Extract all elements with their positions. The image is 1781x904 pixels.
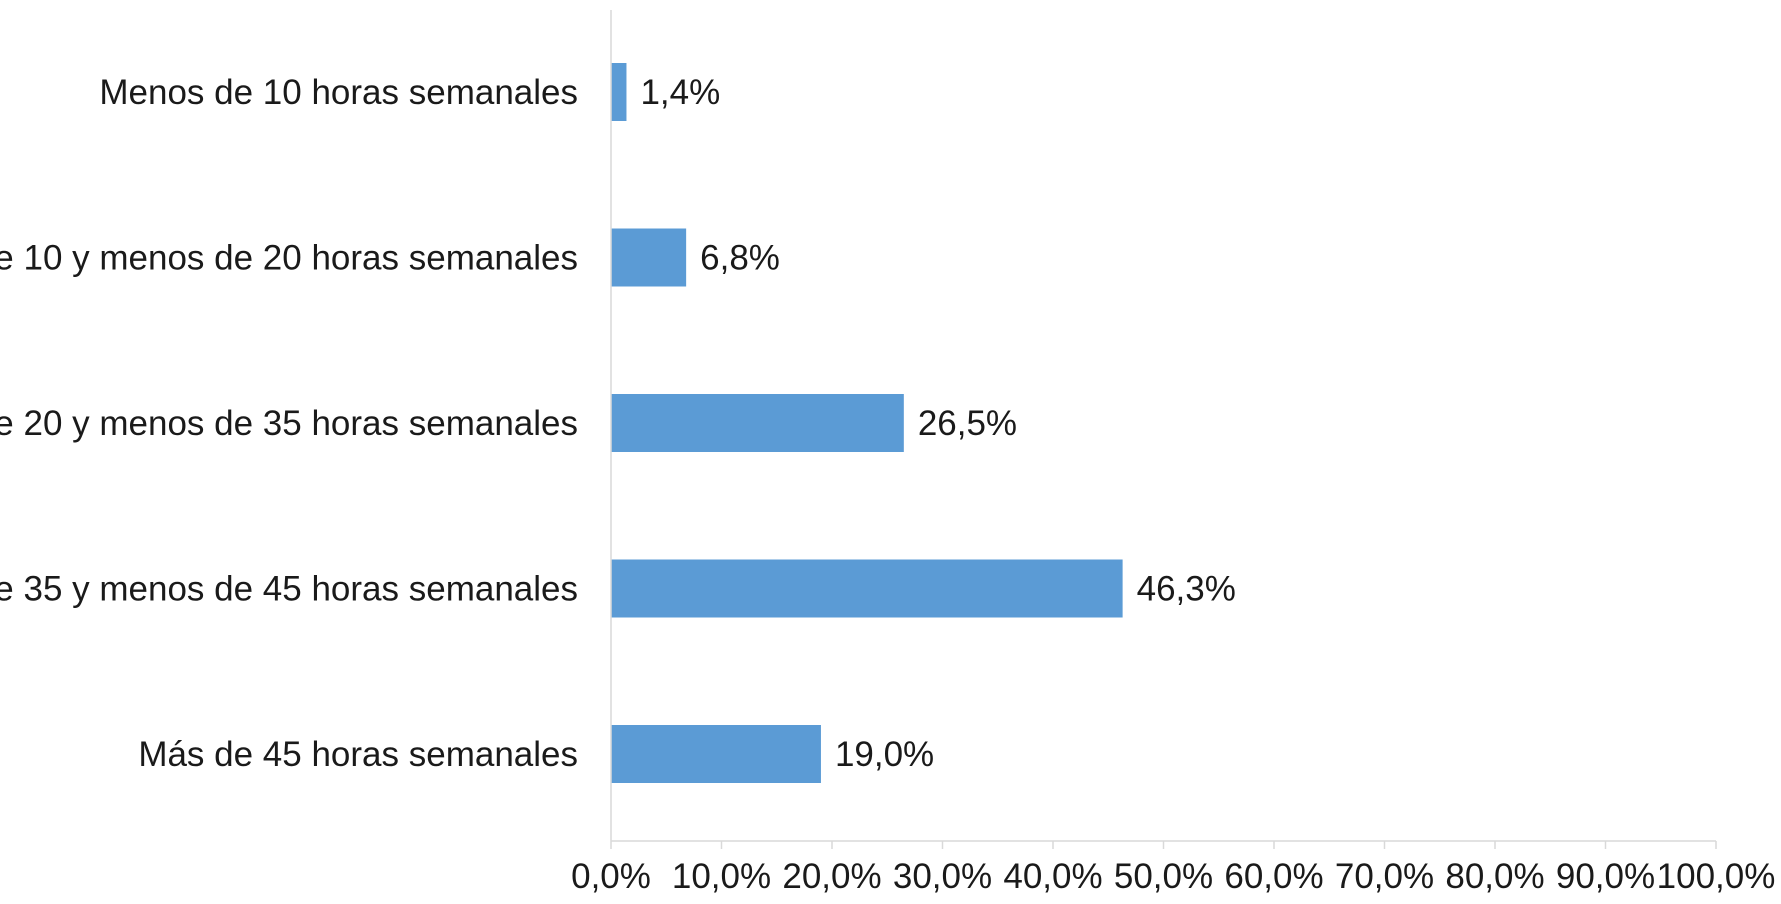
x-tick-label: 40,0% (1003, 857, 1102, 896)
x-tick-label: 20,0% (782, 857, 881, 896)
bar (611, 228, 687, 287)
x-tick-label: 60,0% (1224, 857, 1323, 896)
bar (611, 725, 821, 783)
category-label: Menos de 10 horas semanales (99, 73, 578, 112)
value-label: 26,5% (918, 404, 1017, 443)
value-label: 19,0% (835, 735, 934, 774)
x-tick-label: 90,0% (1556, 857, 1655, 896)
x-tick-label: 0,0% (571, 857, 651, 896)
category-label: Entre 35 y menos de 45 horas semanales (0, 570, 578, 609)
value-label: 6,8% (700, 239, 780, 278)
x-tick-label: 30,0% (893, 857, 992, 896)
value-label: 46,3% (1137, 570, 1236, 609)
bar (611, 394, 904, 452)
category-label: Entre 10 y menos de 20 horas semanales (0, 239, 578, 278)
labels-layer: Menos de 10 horas semanales 1,4% Entre 10 … (0, 73, 1236, 774)
x-axis: 0,0% 10,0% 20,0% 30,0% 40,0% 50,0% 60,0% 70,0% 8… (571, 10, 1775, 896)
value-label: 1,4% (640, 73, 720, 112)
bar (611, 63, 627, 121)
category-label: Entre 20 y menos de 35 horas semanales (0, 404, 578, 443)
x-tick-label: 80,0% (1445, 857, 1544, 896)
bars-layer (611, 63, 1123, 783)
x-tick-label: 100,0% (1657, 857, 1776, 896)
bar (611, 559, 1123, 618)
x-tick-label: 50,0% (1114, 857, 1213, 896)
x-tick-label: 70,0% (1335, 857, 1434, 896)
category-label: Más de 45 horas semanales (138, 735, 578, 774)
x-tick-label: 10,0% (672, 857, 771, 896)
